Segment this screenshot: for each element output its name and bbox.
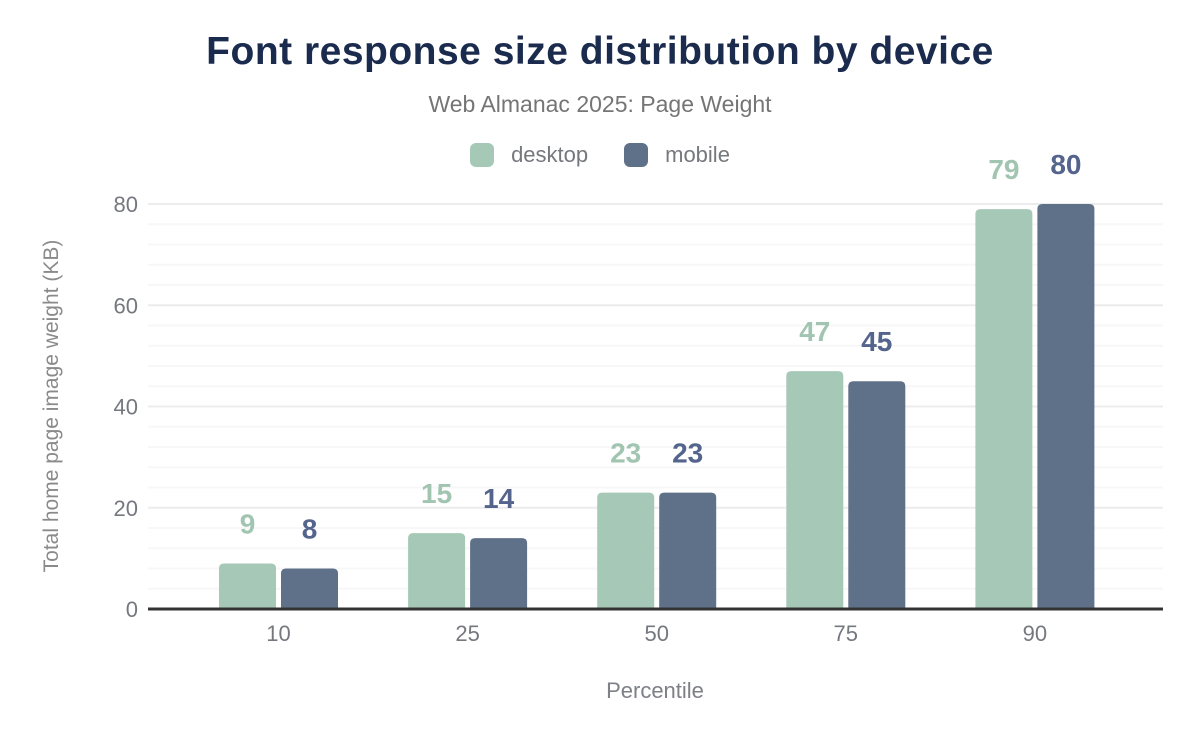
- bar-mobile-p75[interactable]: [848, 381, 906, 609]
- bar-value-label-desktop-p90: 79: [988, 154, 1019, 185]
- x-tick-label: 25: [455, 621, 479, 646]
- x-tick-label: 75: [834, 621, 858, 646]
- bar-value-label-desktop-p25: 15: [421, 478, 452, 509]
- bar-value-label-desktop-p10: 9: [240, 508, 256, 539]
- y-axis-title: Total home page image weight (KB): [40, 239, 63, 573]
- bar-value-label-mobile-p90: 80: [1050, 149, 1081, 180]
- x-axis-title: Percentile: [606, 678, 704, 703]
- y-tick-label: 80: [114, 192, 138, 217]
- y-tick-label: 40: [114, 395, 138, 420]
- bar-mobile-p10[interactable]: [281, 568, 338, 610]
- bar-mobile-p25[interactable]: [470, 538, 528, 609]
- desktop-series-swatch[interactable]: [470, 143, 495, 167]
- y-tick-label: 0: [126, 597, 138, 622]
- bar-mobile-p90[interactable]: [1037, 204, 1095, 609]
- bar-mobile-p50[interactable]: [659, 492, 717, 609]
- x-tick-label: 50: [644, 621, 668, 646]
- legend: desktop mobile: [0, 142, 1200, 168]
- bar-value-label-mobile-p75: 45: [861, 326, 892, 357]
- x-tick-label: 10: [266, 621, 290, 646]
- legend-item-desktop[interactable]: desktop: [470, 142, 588, 168]
- bar-desktop-p50[interactable]: [597, 492, 655, 609]
- y-tick-label: 60: [114, 293, 138, 318]
- bar-desktop-p75[interactable]: [786, 371, 844, 609]
- y-tick-label: 20: [114, 496, 138, 521]
- bar-desktop-p10[interactable]: [219, 563, 276, 609]
- bar-value-label-mobile-p25: 14: [483, 483, 515, 514]
- x-tick-label: 90: [1023, 621, 1047, 646]
- legend-label-desktop[interactable]: desktop: [511, 142, 589, 167]
- bar-desktop-p90[interactable]: [975, 209, 1033, 609]
- bar-value-label-desktop-p75: 47: [799, 316, 830, 347]
- chart-subtitle: Web Almanac 2025: Page Weight: [428, 91, 772, 117]
- mobile-series-swatch[interactable]: [624, 143, 649, 167]
- bar-desktop-p25[interactable]: [408, 533, 466, 609]
- chart-title: Font response size distribution by devic…: [206, 30, 994, 73]
- legend-label-mobile[interactable]: mobile: [665, 142, 730, 167]
- bar-value-label-mobile-p50: 23: [672, 438, 703, 469]
- bar-value-label-mobile-p10: 8: [302, 514, 318, 545]
- bar-value-label-desktop-p50: 23: [610, 438, 641, 469]
- legend-item-mobile[interactable]: mobile: [624, 142, 730, 168]
